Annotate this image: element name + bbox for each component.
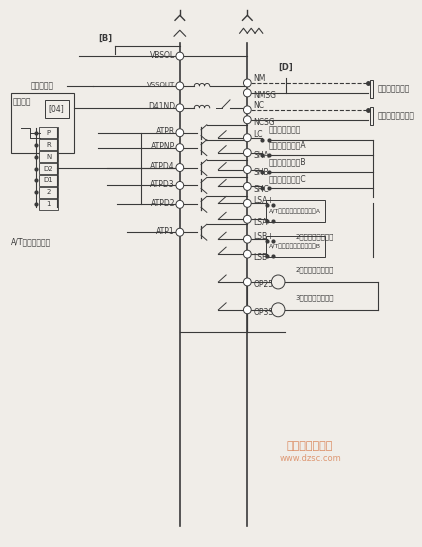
Circle shape — [243, 278, 251, 286]
Circle shape — [243, 199, 251, 207]
Text: 中间轴转速传感器: 中间轴转速传感器 — [378, 111, 414, 120]
Text: A/T档位位置开关: A/T档位位置开关 — [11, 237, 51, 247]
FancyBboxPatch shape — [370, 107, 373, 125]
Text: D2: D2 — [44, 166, 54, 172]
Text: [B]: [B] — [98, 34, 113, 43]
Text: A/T离合器压力控制电磁阀B: A/T离合器压力控制电磁阀B — [268, 244, 321, 249]
Text: NMSG: NMSG — [253, 91, 276, 101]
Text: 维库电子市场网: 维库电子市场网 — [287, 441, 333, 451]
FancyBboxPatch shape — [40, 187, 58, 198]
FancyBboxPatch shape — [11, 93, 74, 153]
Circle shape — [271, 303, 285, 317]
Circle shape — [243, 79, 251, 87]
Circle shape — [271, 275, 285, 289]
Text: NM: NM — [253, 74, 265, 84]
Circle shape — [243, 116, 251, 124]
Text: ATP1: ATP1 — [157, 226, 175, 236]
Text: 3档离合器压力开关: 3档离合器压力开关 — [295, 295, 334, 301]
Text: OP25W: OP25W — [253, 281, 281, 289]
Text: N: N — [46, 154, 51, 160]
Text: VBSOL: VBSOL — [150, 51, 175, 60]
FancyBboxPatch shape — [40, 151, 58, 162]
Text: ATPNP: ATPNP — [151, 142, 175, 151]
Circle shape — [176, 144, 184, 152]
FancyBboxPatch shape — [40, 199, 58, 210]
Circle shape — [243, 89, 251, 97]
Circle shape — [176, 164, 184, 172]
Circle shape — [243, 149, 251, 156]
Text: ATPD4: ATPD4 — [150, 162, 175, 171]
FancyBboxPatch shape — [266, 236, 325, 257]
Circle shape — [176, 104, 184, 112]
Circle shape — [243, 250, 251, 258]
Text: [D]: [D] — [279, 63, 293, 72]
Text: 换挡控制电磁阀A: 换挡控制电磁阀A — [268, 140, 306, 149]
FancyBboxPatch shape — [266, 200, 325, 222]
Circle shape — [243, 133, 251, 142]
Text: 换挡控制电磁阀B: 换挡控制电磁阀B — [268, 157, 306, 166]
Text: LC: LC — [253, 130, 262, 139]
Text: 主轴转速传感器: 主轴转速传感器 — [378, 84, 410, 94]
Circle shape — [176, 200, 184, 208]
Circle shape — [243, 106, 251, 114]
Text: ATPD3: ATPD3 — [150, 180, 175, 189]
Text: LSA+: LSA+ — [253, 196, 274, 205]
Circle shape — [243, 166, 251, 173]
Text: D1: D1 — [44, 177, 54, 183]
Circle shape — [243, 216, 251, 223]
FancyBboxPatch shape — [40, 163, 58, 174]
Text: LSB-: LSB- — [253, 253, 270, 261]
Text: [04]: [04] — [49, 104, 64, 113]
Text: P: P — [46, 130, 51, 136]
Text: D41ND: D41ND — [148, 102, 175, 112]
Text: ATPD2: ATPD2 — [151, 199, 175, 208]
Circle shape — [176, 129, 184, 137]
Text: VSSOUT: VSSOUT — [147, 82, 175, 88]
Text: LSB+: LSB+ — [253, 232, 273, 241]
FancyBboxPatch shape — [45, 100, 69, 118]
Text: www.dzsc.com: www.dzsc.com — [279, 453, 341, 463]
Circle shape — [243, 235, 251, 243]
Text: 锁定控制电磁阀: 锁定控制电磁阀 — [268, 125, 301, 134]
Circle shape — [243, 183, 251, 190]
FancyBboxPatch shape — [370, 80, 373, 98]
Circle shape — [176, 182, 184, 189]
Text: 2档离合器压力开关: 2档离合器压力开关 — [295, 267, 334, 274]
Text: R: R — [46, 142, 51, 148]
Text: OP3SW: OP3SW — [253, 309, 281, 317]
FancyBboxPatch shape — [40, 127, 58, 138]
Text: LSA-: LSA- — [253, 218, 270, 227]
Text: SHA: SHA — [253, 151, 269, 160]
Text: 换挡控制电磁阀C: 换挡控制电磁阀C — [268, 174, 306, 183]
Text: NCSG: NCSG — [253, 118, 275, 127]
FancyBboxPatch shape — [40, 175, 58, 186]
Text: 2: 2 — [46, 189, 51, 195]
Text: 全仪表总成: 全仪表总成 — [30, 82, 54, 90]
Circle shape — [176, 228, 184, 236]
Circle shape — [176, 82, 184, 90]
Text: 1: 1 — [46, 201, 51, 207]
Circle shape — [176, 52, 184, 60]
Text: 2档离合器压力开关: 2档离合器压力开关 — [295, 234, 334, 240]
Circle shape — [243, 306, 251, 314]
Text: 仪表总成: 仪表总成 — [13, 97, 32, 106]
FancyBboxPatch shape — [40, 139, 58, 150]
Text: ATPR: ATPR — [156, 127, 175, 136]
Text: SHB: SHB — [253, 168, 269, 177]
Text: A/T离合器压力控制电磁阀A: A/T离合器压力控制电磁阀A — [268, 208, 321, 214]
Text: SHC: SHC — [253, 185, 269, 194]
Text: NC: NC — [253, 101, 264, 110]
